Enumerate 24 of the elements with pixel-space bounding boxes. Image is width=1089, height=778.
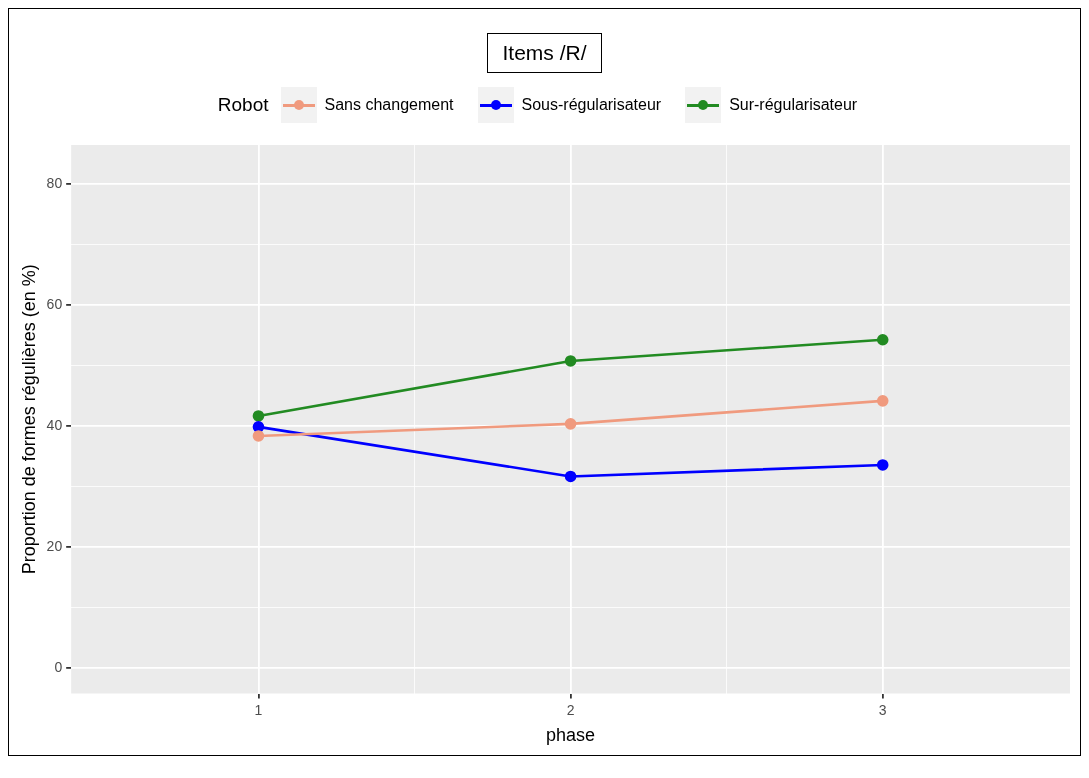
legend-label: Sous-régularisateur — [521, 96, 662, 114]
y-tick-label: 40 — [46, 417, 63, 434]
point — [252, 410, 265, 422]
x-tick-label: 1 — [254, 701, 263, 718]
x-tick-label: 2 — [566, 701, 575, 718]
x-axis-title: phase — [546, 725, 596, 746]
chart-title: Items /R/ — [487, 33, 602, 73]
legend-title: Robot — [217, 94, 269, 116]
point — [252, 430, 265, 442]
x-tick-label: 3 — [878, 701, 887, 718]
point — [876, 459, 889, 471]
point — [564, 355, 577, 367]
point — [564, 470, 577, 483]
legend-label: Sur-régularisateur — [729, 96, 858, 114]
y-tick-label: 60 — [46, 296, 63, 313]
y-tick-label: 20 — [46, 538, 63, 555]
y-tick-label: 0 — [54, 659, 63, 676]
point — [876, 333, 889, 346]
y-tick-label: 80 — [46, 175, 63, 192]
y-axis-title: Proportion de formes régulières (en %) — [18, 264, 39, 575]
point — [252, 421, 265, 433]
legend-label: Sans changement — [324, 96, 454, 114]
point — [876, 395, 889, 407]
point — [564, 418, 577, 430]
